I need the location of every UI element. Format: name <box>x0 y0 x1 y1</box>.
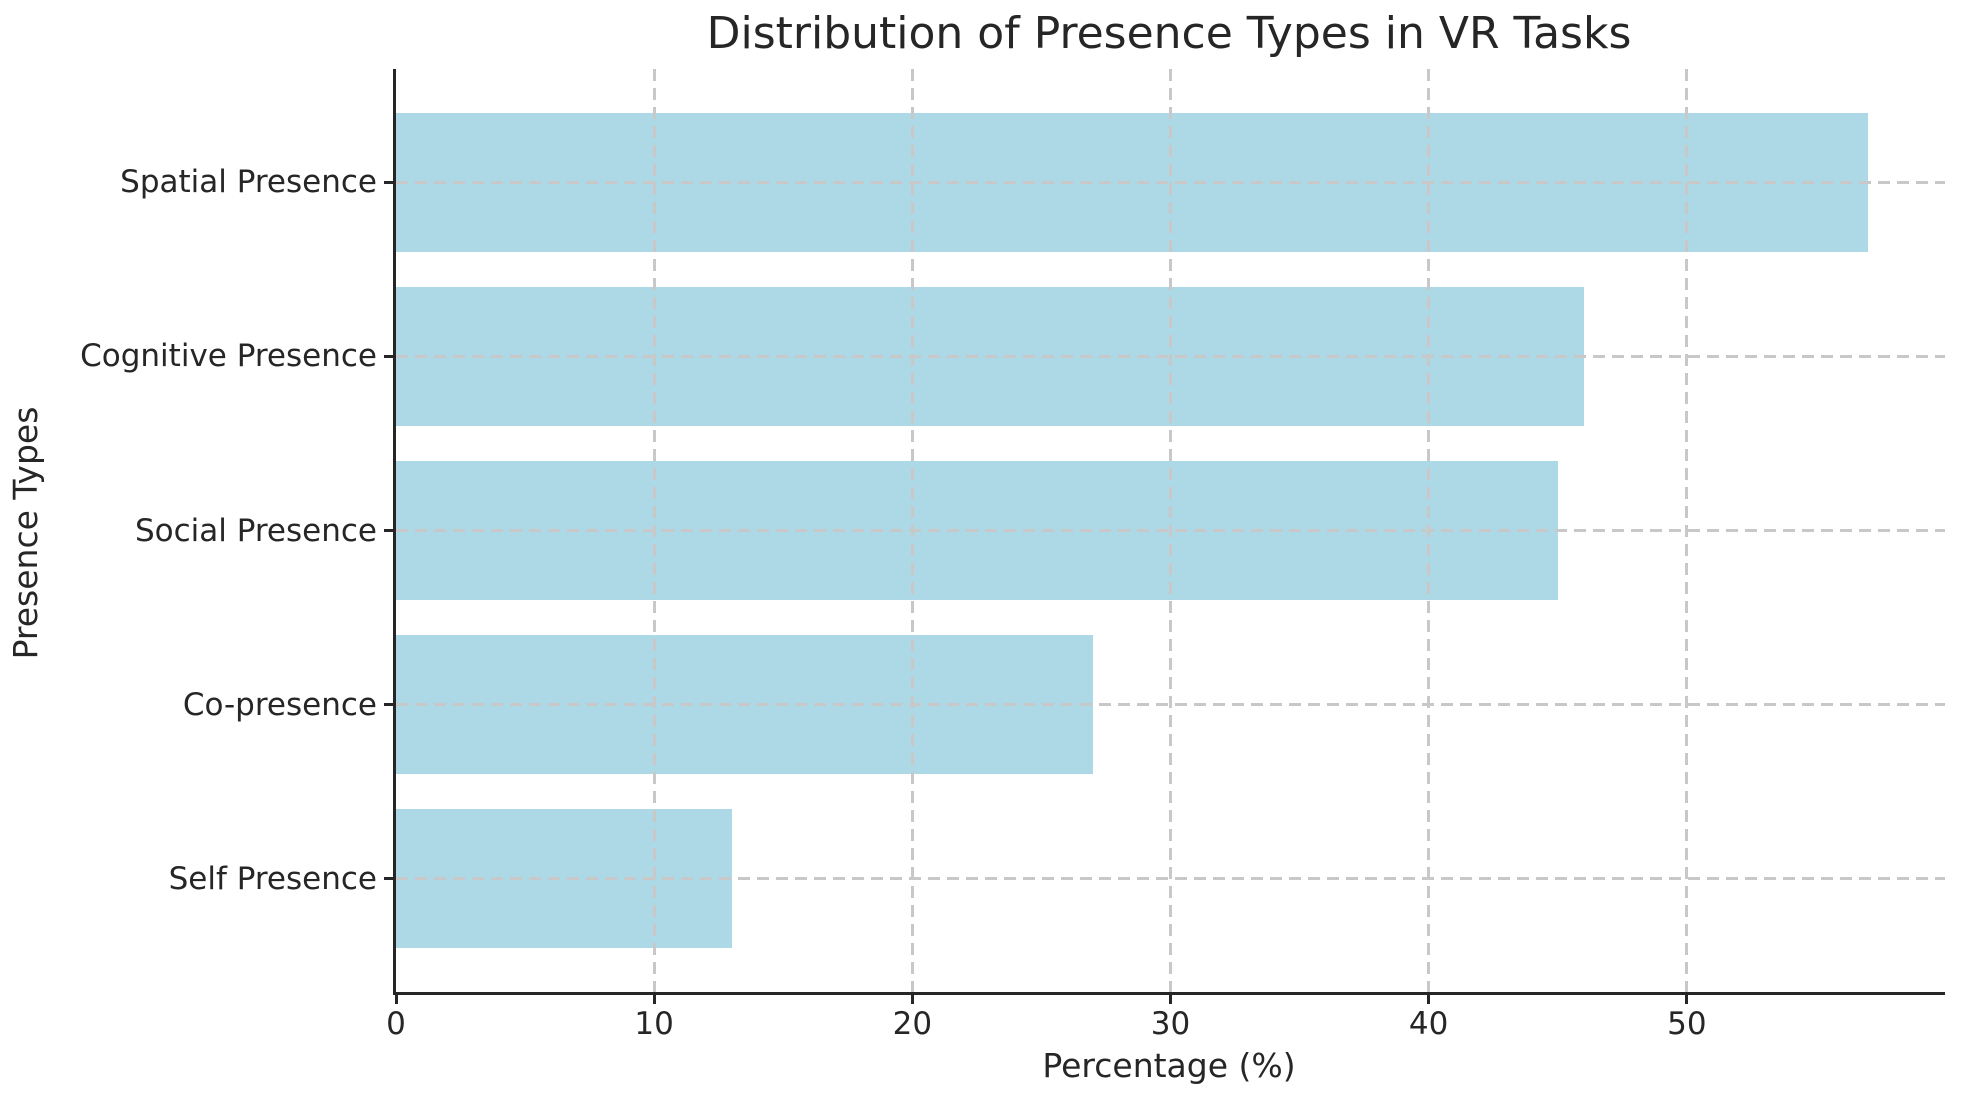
x-axis-label: Percentage (%) <box>1042 1046 1296 1085</box>
x-tick-mark <box>394 995 398 1004</box>
plot-area <box>393 69 1945 995</box>
y-tick-mark <box>384 529 393 532</box>
x-tick-label: 10 <box>634 1006 674 1042</box>
y-tick-mark <box>384 180 393 184</box>
gridline-vertical <box>910 69 914 992</box>
y-tick-mark <box>384 877 393 881</box>
y-tick-mark <box>384 354 393 358</box>
x-tick-mark <box>1685 995 1689 1004</box>
x-tick-label: 50 <box>1667 1006 1707 1042</box>
y-tick-label: Self Presence <box>168 860 377 897</box>
x-tick-mark <box>652 995 656 1004</box>
x-tick-label: 40 <box>1408 1006 1449 1042</box>
x-tick-label: 0 <box>386 1006 406 1042</box>
gridline-vertical <box>1169 69 1172 992</box>
gridline-vertical <box>652 69 656 992</box>
x-tick-mark <box>1427 995 1431 1004</box>
gridline-vertical <box>1427 69 1431 992</box>
y-tick-mark <box>384 703 393 707</box>
x-tick-label: 20 <box>892 1006 933 1042</box>
x-tick-label: 30 <box>1150 1006 1191 1042</box>
chart-title: Distribution of Presence Types in VR Tas… <box>706 8 1632 59</box>
gridline-vertical <box>1685 69 1689 992</box>
x-tick-mark <box>910 995 914 1004</box>
y-tick-label: Cognitive Presence <box>80 338 377 375</box>
x-tick-mark <box>1169 995 1172 1004</box>
y-tick-label: Spatial Presence <box>120 164 377 201</box>
y-tick-label: Social Presence <box>134 512 377 549</box>
y-tick-label: Co-presence <box>182 686 377 723</box>
